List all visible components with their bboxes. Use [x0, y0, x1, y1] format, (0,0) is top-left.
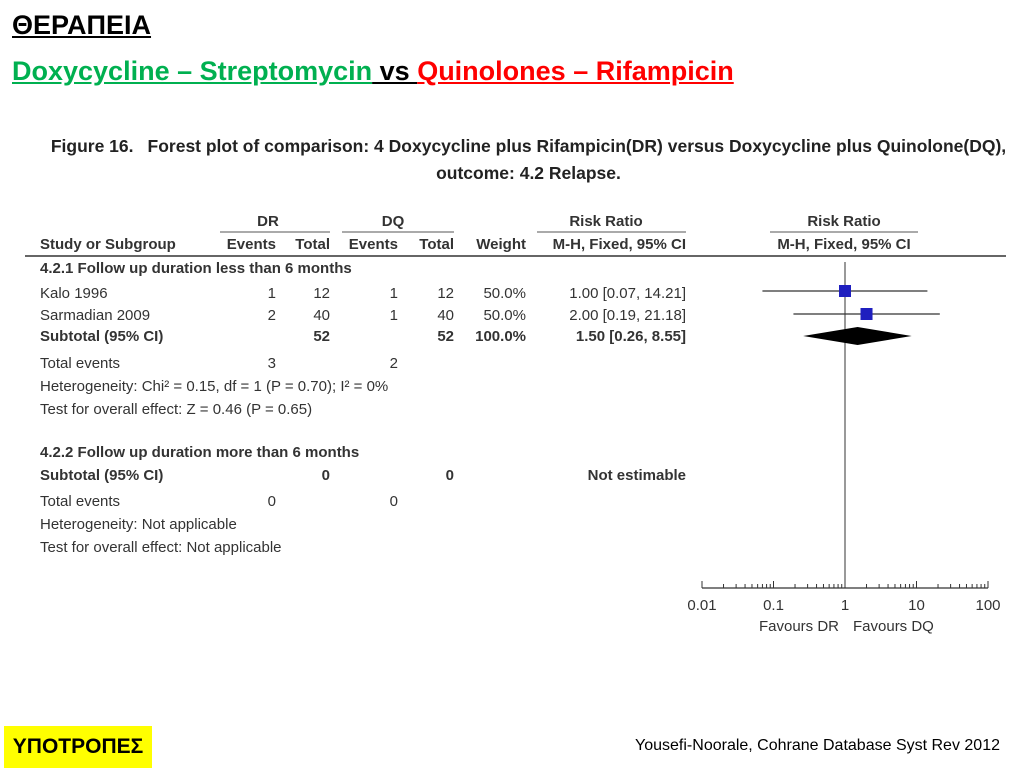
favours-left-label: Favours DR [759, 618, 839, 635]
figure-caption-label: Figure 16. [50, 136, 134, 156]
col-dr-events: Events [227, 236, 276, 253]
col-study: Study or Subgroup [40, 236, 176, 253]
point-estimate-marker [860, 308, 873, 320]
favours-right-label: Favours DQ [853, 618, 934, 635]
subtotal-dq-total: 0 [446, 467, 454, 484]
subtotal-dq-total: 52 [437, 328, 454, 345]
dr-total: 40 [313, 307, 330, 324]
subtotal-risk-ratio: 1.50 [0.26, 8.55] [576, 328, 686, 345]
x-tick-label: 10 [908, 597, 925, 614]
study-name: Kalo 1996 [40, 285, 108, 302]
slide-subtitle: Doxycycline – Streptomycin vs Quinolones… [12, 56, 734, 87]
col-dq-events: Events [349, 236, 398, 253]
header-rr: Risk Ratio [569, 213, 642, 230]
dr-events: 1 [268, 285, 276, 302]
subtitle-left: Doxycycline – Streptomycin [12, 56, 373, 86]
subtotal-weight: 100.0% [475, 328, 526, 345]
subtotal-risk-ratio: Not estimable [588, 467, 686, 484]
figure-caption-text: Forest plot of comparison: 4 Doxycycline… [147, 136, 1007, 183]
total-events-row: Total events 3 2 [40, 355, 398, 372]
dr-events: 2 [268, 307, 276, 324]
study-name: Sarmadian 2009 [40, 307, 150, 324]
heterogeneity-text: Heterogeneity: Chi² = 0.15, df = 1 (P = … [40, 378, 388, 395]
x-tick-label: 1 [841, 597, 849, 614]
risk-ratio: 1.00 [0.07, 14.21] [569, 285, 686, 302]
table-row: Kalo 1996 1 12 1 12 50.0% 1.00 [0.07, 14… [40, 285, 686, 302]
forest-plot-area: 0.01 0.1 1 10 100 [687, 262, 1001, 614]
total-events-dq: 0 [390, 493, 398, 510]
overall-effect-text: Test for overall effect: Not applicable [40, 539, 282, 556]
total-events-dr: 3 [268, 355, 276, 372]
subgroup-2-title: 4.2.2 Follow up duration more than 6 mon… [40, 444, 359, 461]
point-estimate-marker [839, 285, 851, 297]
subgroup-1-title: 4.2.1 Follow up duration less than 6 mon… [40, 260, 352, 277]
relapse-badge: ΥΠΟΤΡΟΠΕΣ [4, 726, 152, 768]
risk-ratio: 2.00 [0.19, 21.18] [569, 307, 686, 324]
heterogeneity-text: Heterogeneity: Not applicable [40, 516, 237, 533]
dq-total: 12 [437, 285, 454, 302]
subtotal-row: Subtotal (95% CI) 0 0 Not estimable [40, 467, 686, 484]
subtitle-right: Quinolones – Rifampicin [417, 56, 734, 86]
table-row: Sarmadian 2009 2 40 1 40 50.0% 2.00 [0.1… [40, 307, 686, 324]
subtotal-row: Subtotal (95% CI) 52 52 100.0% 1.50 [0.2… [40, 328, 686, 345]
subtotal-dr-total: 52 [313, 328, 330, 345]
weight: 50.0% [483, 307, 526, 324]
header-dr: DR [257, 213, 279, 230]
x-tick-label: 0.01 [687, 597, 716, 614]
subtotal-label: Subtotal (95% CI) [40, 328, 163, 345]
pooled-diamond [803, 327, 912, 345]
dq-total: 40 [437, 307, 454, 324]
header-dq: DQ [382, 213, 405, 230]
dr-total: 12 [313, 285, 330, 302]
slide-title: ΘΕΡΑΠΕΙΑ [12, 10, 152, 40]
subtitle-vs: vs [372, 56, 418, 86]
source-citation: Yousefi-Noorale, Cohrane Database Syst R… [635, 737, 1000, 754]
figure-caption: Figure 16. Forest plot of comparison: 4 D… [46, 133, 1011, 187]
subtotal-label: Subtotal (95% CI) [40, 467, 163, 484]
dq-events: 1 [390, 285, 398, 302]
x-tick-label: 0.1 [763, 597, 784, 614]
total-events-label: Total events [40, 355, 120, 372]
col-dr-total: Total [295, 236, 330, 253]
total-events-label: Total events [40, 493, 120, 510]
col-plot-method: M-H, Fixed, 95% CI [777, 236, 910, 253]
x-tick-label: 100 [975, 597, 1000, 614]
col-dq-total: Total [419, 236, 454, 253]
col-weight: Weight [476, 236, 526, 253]
col-rr-method: M-H, Fixed, 95% CI [553, 236, 686, 253]
subtotal-dr-total: 0 [322, 467, 330, 484]
overall-effect-text: Test for overall effect: Z = 0.46 (P = 0… [40, 401, 312, 418]
dq-events: 1 [390, 307, 398, 324]
total-events-dq: 2 [390, 355, 398, 372]
total-events-dr: 0 [268, 493, 276, 510]
total-events-row: Total events 0 0 [40, 493, 398, 510]
weight: 50.0% [483, 285, 526, 302]
header-rr-plot: Risk Ratio [807, 213, 880, 230]
